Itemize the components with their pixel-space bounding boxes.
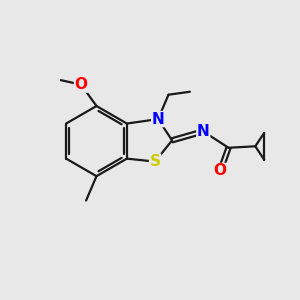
Text: O: O — [74, 77, 88, 92]
Text: S: S — [150, 154, 160, 169]
Text: O: O — [214, 164, 227, 178]
Text: N: N — [197, 124, 210, 139]
Text: N: N — [152, 112, 164, 127]
